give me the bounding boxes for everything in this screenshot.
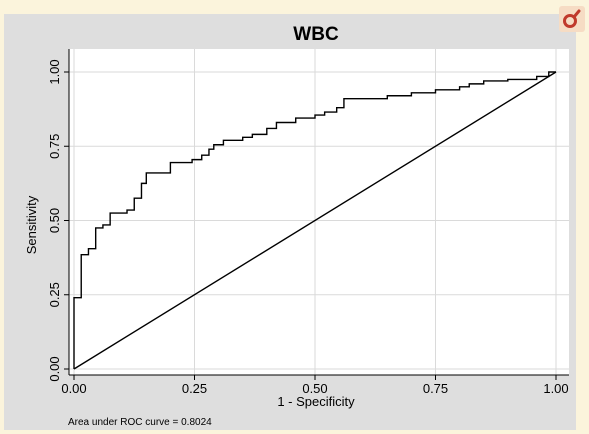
magnet-icon	[563, 9, 581, 28]
y-tick-label: 0.75	[47, 134, 62, 159]
x-tick-label: 0.50	[302, 381, 327, 396]
y-tick-label: 0.50	[47, 208, 62, 233]
reference-diagonal	[73, 71, 557, 370]
y-tick-label: 1.00	[47, 59, 62, 84]
y-tick-label: 0.25	[47, 282, 62, 307]
tick-labels: 0.00 0.25 0.50 0.75 1.00 0.00 0.25 0.50 0.75 1.00	[47, 59, 569, 396]
axes	[64, 49, 569, 380]
x-axis-label: 1 - Specificity	[277, 394, 355, 409]
y-tick-label: 0.00	[47, 356, 62, 381]
corner-badge[interactable]	[559, 6, 585, 32]
x-tick-label: 0.75	[423, 381, 448, 396]
roc-chart: WBC 0.00 0.25 0.50 0.75 1.00 0.00 0.25 0.50 0.75…	[24, 24, 569, 428]
chart-frame: WBC 0.00 0.25 0.50 0.75 1.00 0.00 0.25 0.50 0.75…	[4, 14, 576, 430]
grid-lines	[69, 49, 569, 375]
x-tick-label: 0.25	[182, 381, 207, 396]
y-axis-label: Sensitivity	[24, 195, 39, 254]
auc-annotation: Area under ROC curve = 0.8024	[68, 417, 212, 428]
roc-curve	[73, 71, 556, 369]
x-tick-label: 0.00	[61, 381, 86, 396]
x-tick-label: 1.00	[543, 381, 568, 396]
chart-title: WBC	[293, 24, 339, 45]
